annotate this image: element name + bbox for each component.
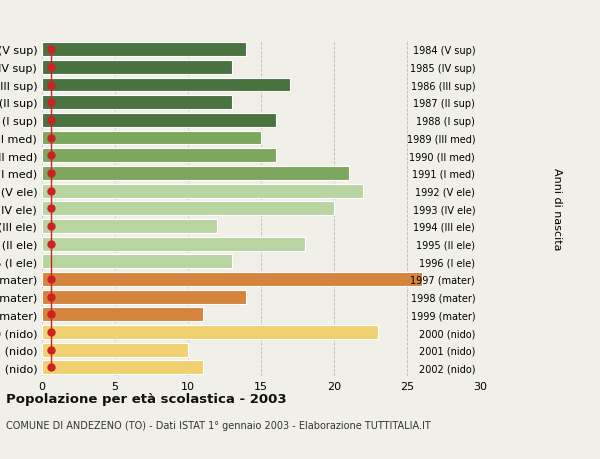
Text: COMUNE DI ANDEZENO (TO) - Dati ISTAT 1° gennaio 2003 - Elaborazione TUTTITALIA.I: COMUNE DI ANDEZENO (TO) - Dati ISTAT 1° … <box>6 420 431 430</box>
Bar <box>42 61 232 75</box>
Bar <box>42 290 247 304</box>
Bar <box>42 43 247 57</box>
Bar <box>42 78 290 92</box>
Bar <box>42 114 275 128</box>
Bar <box>42 325 378 339</box>
Bar <box>42 308 203 322</box>
Bar <box>42 237 305 251</box>
Text: Popolazione per età scolastica - 2003: Popolazione per età scolastica - 2003 <box>6 392 287 405</box>
Bar <box>42 361 203 375</box>
Bar <box>42 149 275 163</box>
Y-axis label: Anni di nascita: Anni di nascita <box>553 168 562 250</box>
Bar <box>42 96 232 110</box>
Bar <box>42 167 349 180</box>
Bar <box>42 219 217 233</box>
Bar <box>42 131 261 145</box>
Bar <box>42 255 232 269</box>
Bar <box>42 202 334 216</box>
Bar <box>42 185 363 198</box>
Bar <box>42 273 422 286</box>
Bar <box>42 343 188 357</box>
